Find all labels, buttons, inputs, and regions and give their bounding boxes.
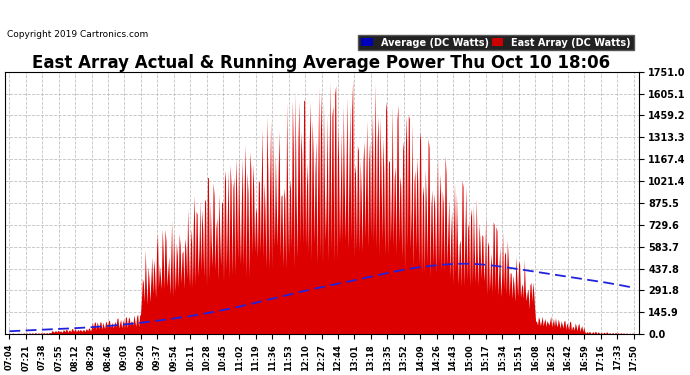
Legend: Average (DC Watts), East Array (DC Watts): Average (DC Watts), East Array (DC Watts… bbox=[359, 34, 633, 51]
Text: Copyright 2019 Cartronics.com: Copyright 2019 Cartronics.com bbox=[7, 30, 148, 39]
Title: East Array Actual & Running Average Power Thu Oct 10 18:06: East Array Actual & Running Average Powe… bbox=[32, 54, 611, 72]
